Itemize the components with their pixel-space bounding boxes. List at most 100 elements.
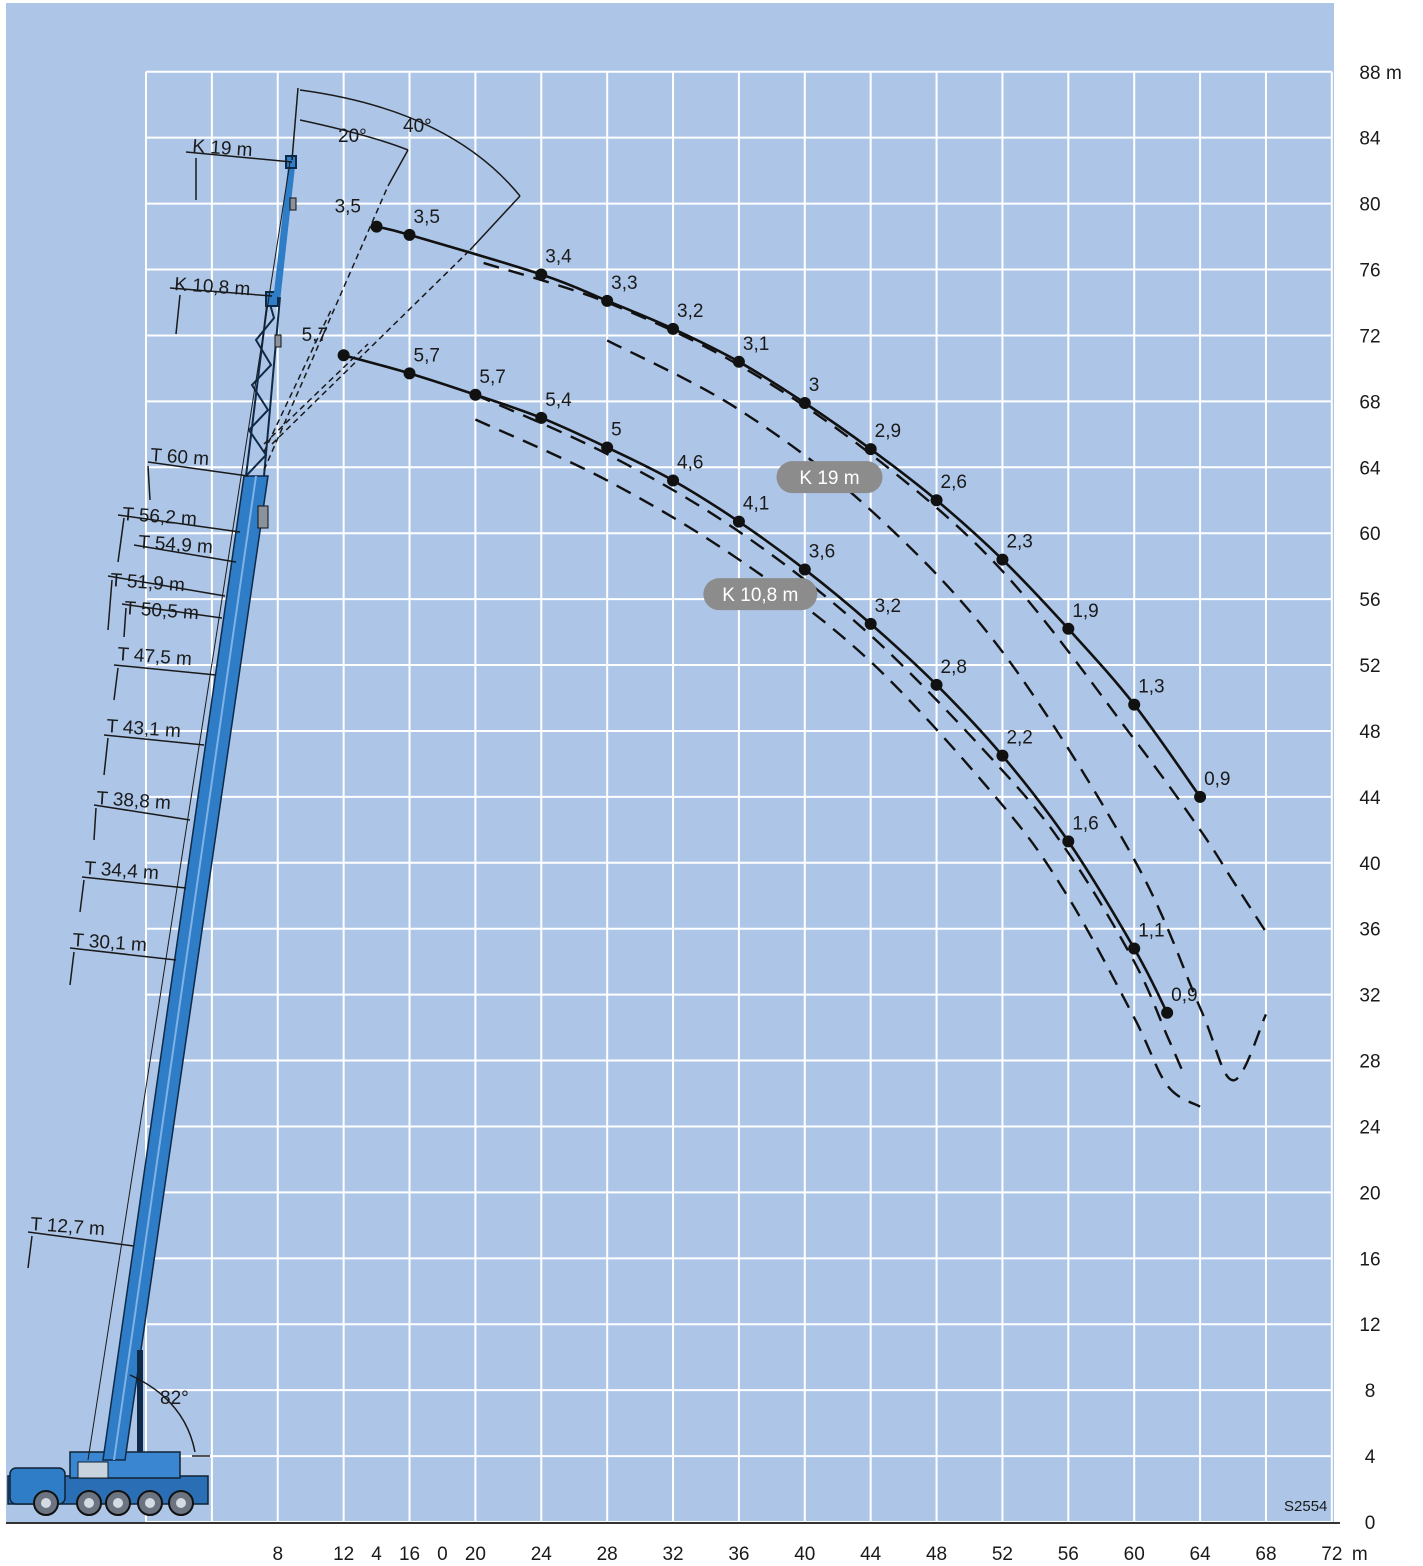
series-1-data-label: 2,3 xyxy=(1006,532,1032,553)
boom-length-label: T 60 m xyxy=(150,445,210,470)
series-2-data-label: 1,6 xyxy=(1072,813,1098,834)
series-1-point xyxy=(798,397,811,410)
series-2-data-label: 3,2 xyxy=(875,596,901,617)
y-tick-label: 68 xyxy=(1359,392,1380,413)
series-2-point xyxy=(1128,942,1141,955)
series-1-data-label: 0,9 xyxy=(1204,769,1230,790)
angle-label: 40° xyxy=(403,116,432,137)
x-unit-label: m xyxy=(1352,1544,1368,1565)
angle-label: 20° xyxy=(338,126,367,147)
y-tick-label: 60 xyxy=(1359,524,1380,545)
series-2-point xyxy=(798,563,811,576)
y-tick-label: 84 xyxy=(1359,129,1381,150)
series-1-data-label: 3,3 xyxy=(611,273,637,294)
series-1-point xyxy=(1128,698,1141,711)
boom-length-label: T 50,5 m xyxy=(124,598,200,624)
series-2-point xyxy=(732,515,745,528)
boom-length-marks xyxy=(27,151,293,1457)
boom-length-label: T 38,8 m xyxy=(96,788,172,814)
x-tick-label: 32 xyxy=(662,1544,683,1565)
series-1-data-label: 3,2 xyxy=(677,301,703,322)
dashed-curve-2 xyxy=(606,339,1268,1082)
series-2-point xyxy=(1161,1006,1174,1019)
boom-length-label: K 19 m xyxy=(192,136,254,161)
series-2-point xyxy=(996,749,1009,762)
boom-labels: K 19 mK 10,8 mT 60 mT 56,2 mT 54,9 mT 51… xyxy=(30,136,254,1240)
series-2-point xyxy=(930,678,943,691)
x-tick-label: 40 xyxy=(794,1544,815,1565)
y-tick-label: 48 xyxy=(1359,722,1380,743)
series-1-point xyxy=(403,228,416,241)
series-1-point xyxy=(732,355,745,368)
series-1-point xyxy=(535,268,548,281)
y-tick-label: 52 xyxy=(1359,656,1380,677)
x-tick-label: 20 xyxy=(465,1544,486,1565)
series-2-point xyxy=(667,474,680,487)
y-unit-label: m xyxy=(1386,63,1402,84)
y-tick-label: 36 xyxy=(1359,920,1380,941)
x-tick-label: 48 xyxy=(926,1544,947,1565)
series-1-data-label: 3,5 xyxy=(414,207,440,228)
y-tick-label: 76 xyxy=(1359,261,1380,282)
boom-length-label: T 30,1 m xyxy=(72,930,148,956)
x-tick-label: 60 xyxy=(1124,1544,1145,1565)
series-1-point xyxy=(864,443,877,456)
series-1-point xyxy=(930,494,943,507)
boom-length-label: T 12,7 m xyxy=(30,1214,106,1240)
curve-tag-pill xyxy=(703,578,818,611)
series-2-point xyxy=(601,441,614,454)
y-tick-label: 28 xyxy=(1359,1052,1380,1073)
x-tick-label: 72 xyxy=(1321,1544,1342,1565)
y-tick-label: 80 xyxy=(1359,195,1380,216)
series-2-data-label: 2,8 xyxy=(941,657,967,678)
crane-carrier xyxy=(7,1451,209,1516)
series-2-data-label: 5 xyxy=(611,420,622,441)
series-2-data-label: 2,2 xyxy=(1006,728,1032,749)
boom-length-label: T 43,1 m xyxy=(106,716,182,742)
series-1-point xyxy=(370,220,383,233)
series-2-point xyxy=(403,367,416,380)
y-tick-label: 20 xyxy=(1359,1183,1380,1204)
series-1-point xyxy=(1194,790,1207,803)
crane-illustration xyxy=(7,87,521,1516)
series-2-point xyxy=(337,349,350,362)
series-1-data-label: 1,3 xyxy=(1138,677,1164,698)
y-tick-label: 44 xyxy=(1359,788,1381,809)
x-tick-label: 8 xyxy=(272,1544,283,1565)
series-1-data-label: 2,6 xyxy=(941,472,967,493)
hook-blocks xyxy=(257,197,297,529)
series-2-data-label: 1,1 xyxy=(1138,920,1164,941)
series-2-point xyxy=(864,617,877,630)
series-1-point xyxy=(601,294,614,307)
y-tick-label: 32 xyxy=(1359,986,1380,1007)
x-tick-label: 56 xyxy=(1058,1544,1079,1565)
x-tick-label: 68 xyxy=(1255,1544,1276,1565)
x-tick-label: 52 xyxy=(992,1544,1013,1565)
angle-arcs xyxy=(129,87,521,1453)
series-2-data-label: 0,9 xyxy=(1171,985,1197,1006)
series-1-data-label: 3 xyxy=(809,375,820,396)
series-2-point xyxy=(469,388,482,401)
dashed-curve-1 xyxy=(483,261,1267,933)
y-tick-label: 72 xyxy=(1359,326,1380,347)
curve-tags: K 19 m K 10,8 m xyxy=(703,461,883,611)
y-tick-label: 0 xyxy=(1365,1513,1376,1534)
series-1-data-label: 1,9 xyxy=(1072,601,1098,622)
series-1-data-label: 3,5 xyxy=(335,197,361,218)
dashed-curve-3 xyxy=(474,393,1185,1075)
series-2-data-label: 5,4 xyxy=(545,390,572,411)
axis-ticks: 8 12 4 16 0 20 24 28 32 36 40 44 48 52 56 60 64 68 72 m0481… xyxy=(272,63,1401,1565)
curve-tag-pill xyxy=(776,461,883,494)
series-2-point xyxy=(535,411,548,424)
series-1-data-label: 2,9 xyxy=(875,421,901,442)
data-points xyxy=(337,220,1207,1019)
x-tick-label: 24 xyxy=(531,1544,553,1565)
y-tick-label: 64 xyxy=(1359,458,1381,479)
series-2-data-label: 4,1 xyxy=(743,494,769,515)
drawing-id: S2554 xyxy=(1284,1498,1327,1515)
y-tick-label: 56 xyxy=(1359,590,1380,611)
y-tick-label: 88 xyxy=(1359,63,1380,84)
curve-tag-label: K 19 m xyxy=(799,468,859,489)
series-2-data-label: 5,7 xyxy=(414,345,440,366)
y-tick-label: 4 xyxy=(1365,1447,1376,1468)
